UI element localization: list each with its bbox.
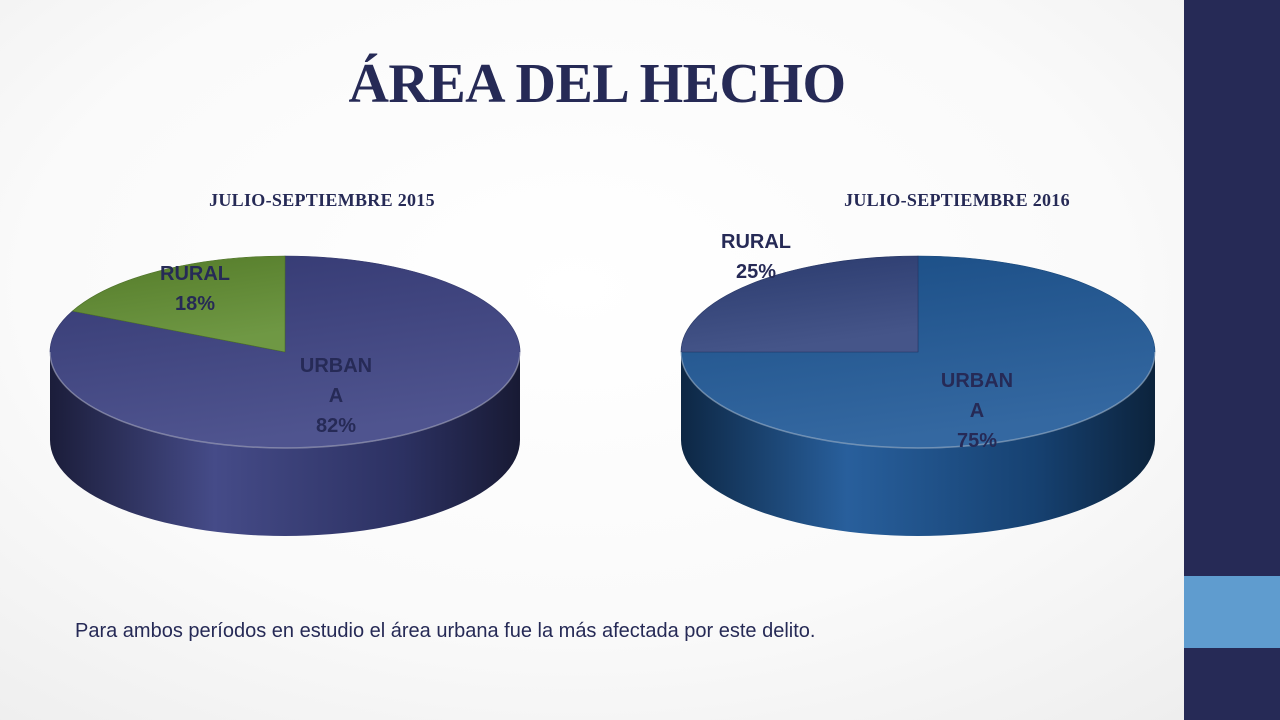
footnote-text: Para ambos períodos en estudio el área u… [75, 620, 816, 642]
chart-title-2016: JULIO-SEPTIEMBRE 2016 [844, 190, 1070, 210]
data-label-urbana: URBAN A 75% [941, 370, 1013, 452]
data-label-rural: RURAL 25% [721, 231, 791, 283]
pie-rim-highlight [680, 351, 1156, 449]
slide-title: ÁREA DEL HECHO [348, 53, 846, 115]
pie-slice-urbana [680, 255, 1156, 449]
pie-slice-rural [71, 255, 286, 353]
data-label-urbana: URBAN A 82% [300, 355, 372, 437]
chart-title-2015: JULIO-SEPTIEMBRE 2015 [209, 190, 435, 210]
side-bar-accent [1184, 576, 1280, 648]
pie-rim-highlight [49, 351, 521, 449]
pie-chart-2016: URBAN A 75% RURAL 25% [680, 231, 1156, 536]
pie-chart-2015: URBAN A 82% RURAL 18% [49, 255, 521, 536]
pie-side-urbana [50, 352, 520, 536]
pie-slice-rural [680, 255, 919, 353]
data-label-rural: RURAL 18% [160, 263, 230, 315]
pie-side-urbana [681, 352, 1155, 536]
